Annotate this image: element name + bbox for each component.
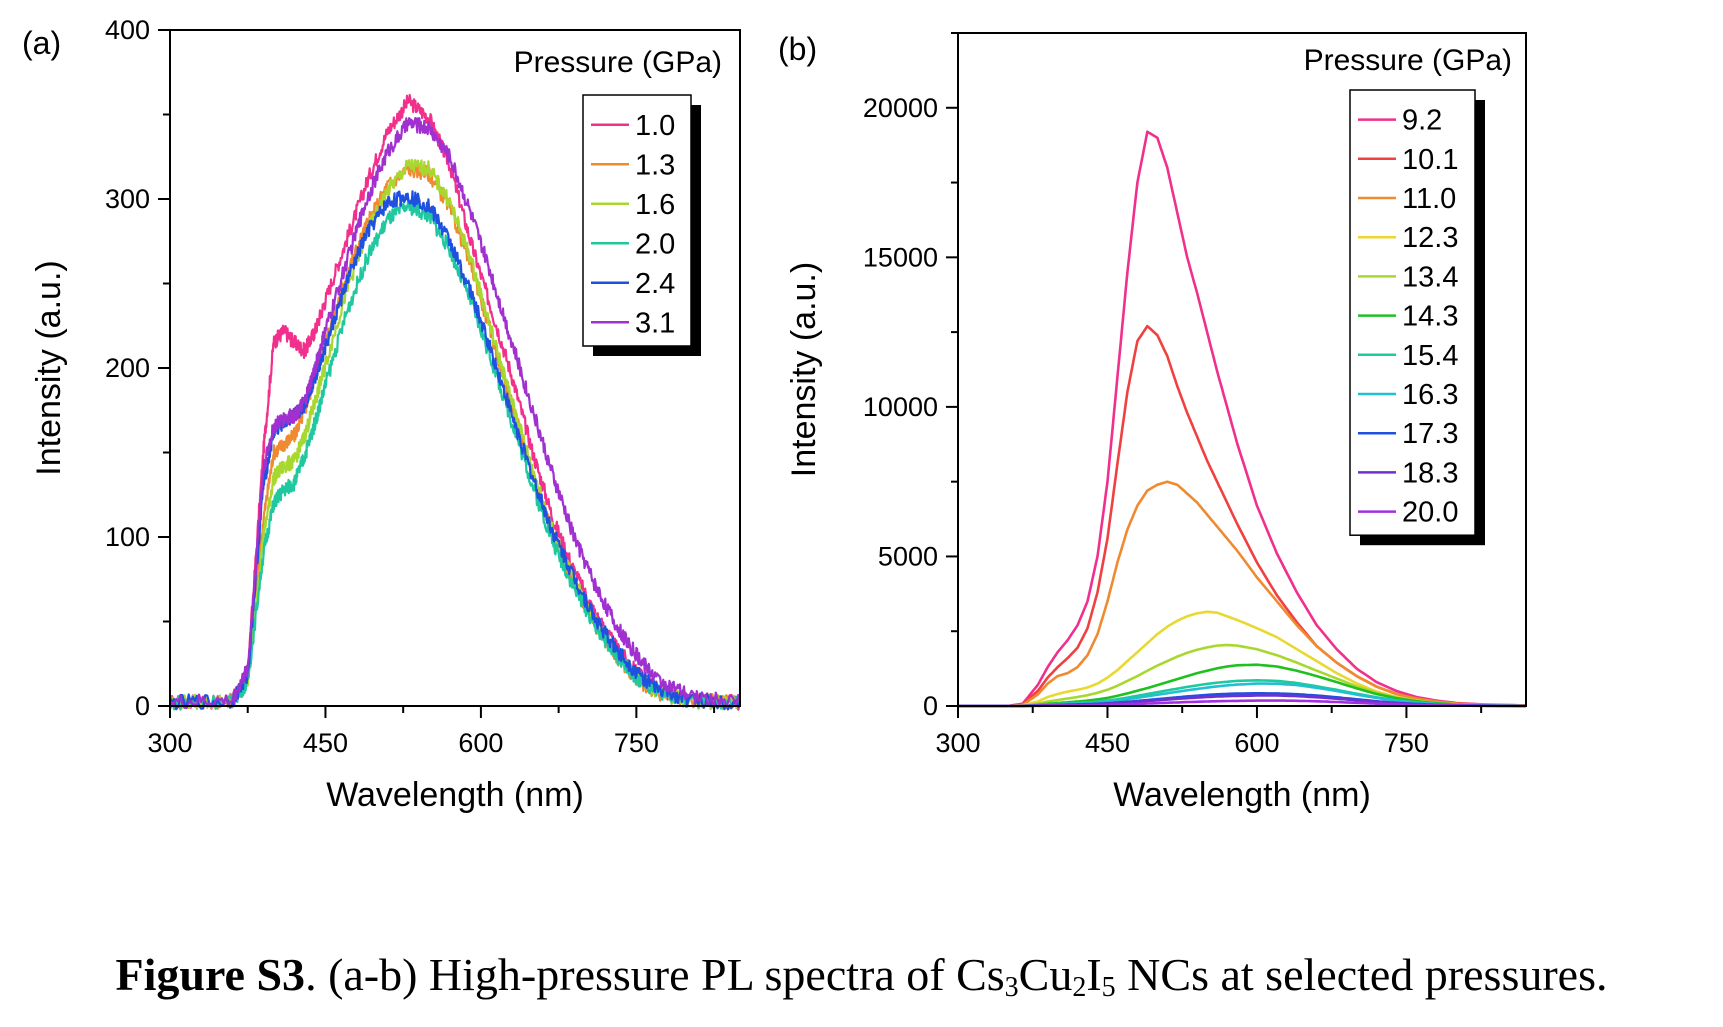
panel-b-series-11.0 <box>958 480 1527 708</box>
panel-a-y-tick-label: 300 <box>105 184 150 214</box>
panel-a-legend-entry-2.0: 2.0 <box>635 228 675 260</box>
panel-b-legend-entry-14.3: 14.3 <box>1402 301 1458 333</box>
panel-a-panel-label: (a) <box>22 25 61 61</box>
panel-b-legend-entry-12.3: 12.3 <box>1402 222 1458 254</box>
panel-b-legend-title: Pressure (GPa) <box>1304 44 1512 77</box>
panel-b-x-axis-label: Wavelength (nm) <box>1113 776 1371 814</box>
panel-a-legend-title: Pressure (GPa) <box>514 46 722 79</box>
panel-b-legend-entry-20.0: 20.0 <box>1402 497 1458 529</box>
panel-a-legend-entry-1.0: 1.0 <box>635 110 675 142</box>
panel-b-y-tick-label: 5000 <box>878 541 938 571</box>
panel-a-y-axis-label: Intensity (a.u.) <box>30 260 68 475</box>
panel-b-plot-frame <box>957 32 1527 707</box>
panel-a-y-tick-label: 400 <box>105 15 150 45</box>
panel-a-x-axis-label: Wavelength (nm) <box>326 776 584 814</box>
panel-b-legend-entry-15.4: 15.4 <box>1402 340 1458 372</box>
panel-b-y-axis-label: Intensity (a.u.) <box>785 262 823 477</box>
panel-b-x-tick-label: 450 <box>1085 728 1130 758</box>
caption-text-2: Cu <box>1018 949 1073 1000</box>
caption-text-3: I <box>1086 949 1102 1000</box>
panel-a-y-tick-label: 0 <box>135 691 150 721</box>
panel-a-legend-entry-1.3: 1.3 <box>635 149 675 181</box>
panel-b-x-tick-label: 300 <box>935 728 980 758</box>
panel-b-x-tick-label: 600 <box>1234 728 1279 758</box>
panel-b-chart: 300 450 600 750 0 5000 10000 15000 20000 Waveleng… <box>778 31 1527 814</box>
caption-sub-2: 2 <box>1072 972 1087 1003</box>
caption-sub-3: 5 <box>1101 972 1116 1003</box>
panel-a-legend-box <box>582 94 692 347</box>
panel-b-series-12.3 <box>958 610 1527 708</box>
panel-a-legend-entry-2.4: 2.4 <box>635 268 675 300</box>
panel-b-y-tick-label: 15000 <box>863 242 938 272</box>
figure-caption: Figure S3. (a-b) High-pressure PL spectr… <box>0 948 1723 1004</box>
panel-b-legend-entry-10.1: 10.1 <box>1402 144 1458 176</box>
panel-b-series-9.2 <box>958 130 1527 708</box>
panel-b-panel-label: (b) <box>778 31 817 67</box>
caption-text-4: NCs at selected pressures. <box>1115 949 1608 1000</box>
panel-a-legend-entry-1.6: 1.6 <box>635 189 675 221</box>
caption-label: Figure S3 <box>115 949 306 1000</box>
panel-b-legend-entry-18.3: 18.3 <box>1402 457 1458 489</box>
panel-a-legend-entry-3.1: 3.1 <box>635 307 675 339</box>
panel-b-legend-entry-17.3: 17.3 <box>1402 418 1458 450</box>
panel-b-legend-entry-16.3: 16.3 <box>1402 379 1458 411</box>
panel-a-series-2.0 <box>169 197 741 711</box>
panel-b-legend-entry-9.2: 9.2 <box>1402 105 1442 137</box>
panel-b-legend-box <box>1349 89 1476 536</box>
panel-b-legend-entry-11.0: 11.0 <box>1402 183 1456 215</box>
panel-b-y-tick-label: 20000 <box>863 93 938 123</box>
panel-b-y-tick-label: 0 <box>923 691 938 721</box>
panel-a-y-tick-label: 200 <box>105 353 150 383</box>
panel-b-x-tick-label: 750 <box>1384 728 1429 758</box>
panel-a-x-tick-label: 450 <box>303 728 348 758</box>
panel-b-y-tick-label: 10000 <box>863 392 938 422</box>
caption-sub-1: 3 <box>1004 972 1019 1003</box>
panel-a-x-tick-label: 750 <box>614 728 659 758</box>
panel-a-x-tick-label: 600 <box>458 728 503 758</box>
panel-a-y-tick-label: 100 <box>105 522 150 552</box>
caption-text-1: . (a-b) High-pressure PL spectra of Cs <box>305 949 1005 1000</box>
panel-a-chart: 300 450 600 750 0 100 200 300 400 Wavelength (nm)… <box>22 15 742 814</box>
panel-a-series-3.1 <box>168 117 742 710</box>
panel-b-legend-entry-13.4: 13.4 <box>1402 261 1458 293</box>
panel-a-x-tick-label: 300 <box>147 728 192 758</box>
